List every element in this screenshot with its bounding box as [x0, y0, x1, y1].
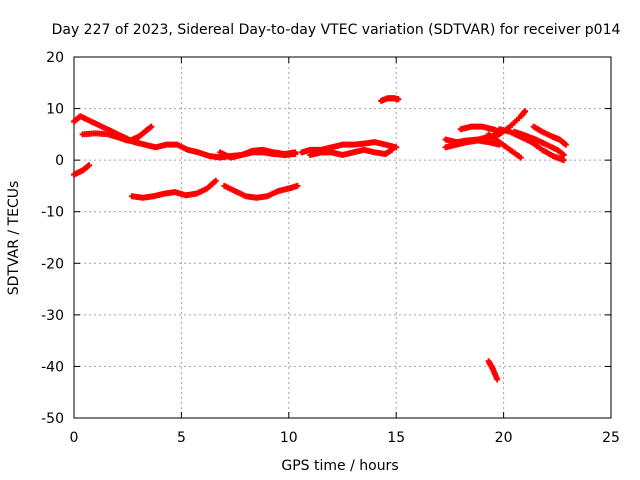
data-point	[393, 144, 400, 151]
y-tick-label: -30	[41, 308, 64, 324]
series-track-14	[485, 131, 524, 161]
data-point	[522, 108, 529, 115]
series-track-18	[485, 358, 501, 383]
x-axis-label: GPS time / hours	[281, 458, 398, 474]
y-tick-label: -20	[41, 256, 64, 272]
series-track-6	[221, 182, 301, 201]
series-track-7	[217, 146, 299, 161]
data-point	[294, 182, 301, 189]
series-track-1	[71, 113, 299, 161]
x-tick-label: 20	[495, 430, 513, 446]
data-point	[560, 151, 567, 158]
chart-title: Day 227 of 2023, Sidereal Day-to-day VTE…	[52, 22, 621, 38]
data-point	[292, 149, 299, 156]
grid	[74, 57, 611, 418]
data-points	[71, 95, 569, 383]
series-track-13	[457, 123, 503, 135]
y-tick-label: 0	[55, 153, 64, 169]
plot-frame	[73, 56, 612, 419]
series-track-10	[378, 95, 402, 104]
data-point	[560, 157, 567, 164]
series-track-4	[71, 162, 93, 178]
y-tick-label: -10	[41, 205, 64, 221]
data-point	[148, 123, 155, 130]
x-tick-label: 25	[602, 430, 620, 446]
x-tick-label: 10	[280, 430, 298, 446]
x-tick-label: 5	[177, 430, 186, 446]
series-track-17	[530, 123, 569, 148]
y-tick-label: 10	[46, 102, 64, 118]
series-track-3	[118, 123, 155, 144]
data-point	[388, 146, 395, 153]
data-point	[562, 141, 569, 148]
x-tick-label: 15	[387, 430, 405, 446]
data-point	[494, 376, 501, 383]
series-track-5	[128, 177, 219, 201]
data-point	[135, 139, 142, 146]
axis-ticks: 0 5 10 15 20 25 -50 -40 -30 -20 -10 0 10 20	[41, 50, 620, 446]
data-point	[86, 162, 93, 169]
y-tick-label: -40	[41, 359, 64, 375]
data-point	[517, 154, 524, 161]
y-tick-label: -50	[41, 411, 64, 427]
y-tick-label: 20	[46, 50, 64, 66]
data-point	[395, 96, 402, 103]
series-track-16	[511, 128, 567, 158]
data-point	[212, 177, 219, 184]
y-axis-label: SDTVAR / TECUs	[6, 181, 22, 296]
x-tick-label: 0	[70, 430, 79, 446]
series-track-9	[307, 146, 395, 158]
